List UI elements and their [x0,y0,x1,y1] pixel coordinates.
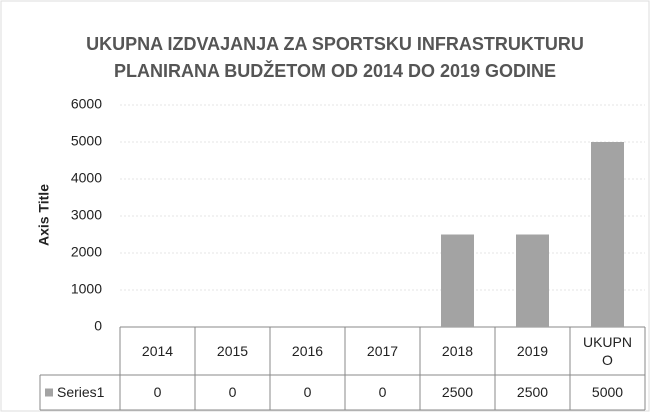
legend-key [45,388,53,397]
bar [441,234,474,327]
x-tick-cell: 2019 [495,327,570,375]
y-tick-label: 2000 [71,244,102,260]
x-tick-label: 2018 [441,343,474,359]
x-tick-cell: 2014 [120,327,195,375]
x-tick-cell: 2017 [345,327,420,375]
x-tick-cell: 2016 [270,327,345,375]
x-tick-label-box: 2019 [495,327,570,375]
x-tick-label-box: UKUPNO [570,327,645,375]
x-tick-label-box: 2017 [345,327,420,375]
x-tick-cell: 2018 [420,327,495,375]
legend-label: Series1 [57,384,105,400]
bar [591,142,624,327]
y-tick-label: 3000 [71,207,102,223]
x-tick-label-box: 2014 [120,327,195,375]
y-axis-title: Axis Title [36,184,52,246]
table-value: 2500 [517,384,548,400]
x-tick-cell: UKUPNO [570,327,645,375]
y-tick-label: 6000 [71,96,102,112]
y-tick-label: 1000 [71,281,102,297]
table-value: 0 [379,384,387,400]
table-value: 0 [154,384,162,400]
table-value: 0 [304,384,312,400]
x-tick-label: 2017 [366,343,399,359]
x-tick-label: 2014 [141,343,174,359]
chart-title: PLANIRANA BUDŽETOM OD 2014 DO 2019 GODIN… [114,60,556,81]
x-tick-label: UKUPNO [582,334,632,368]
y-tick-label: 4000 [71,170,102,186]
x-tick-label-box: 2016 [270,327,345,375]
x-tick-label: 2015 [216,343,249,359]
chart-title: UKUPNA IZDVAJANJA ZA SPORTSKU INFRASTRUK… [86,34,584,54]
x-tick-label: 2016 [291,343,324,359]
x-tick-cell: 2015 [195,327,270,375]
bar [516,234,549,327]
y-tick-label: 0 [94,318,102,334]
table-value: 2500 [442,384,473,400]
x-tick-label: 2019 [516,343,549,359]
x-tick-label-box: 2015 [195,327,270,375]
table-value: 5000 [592,384,623,400]
table-value: 0 [229,384,237,400]
y-tick-label: 5000 [71,133,102,149]
x-tick-label-box: 2018 [420,327,495,375]
